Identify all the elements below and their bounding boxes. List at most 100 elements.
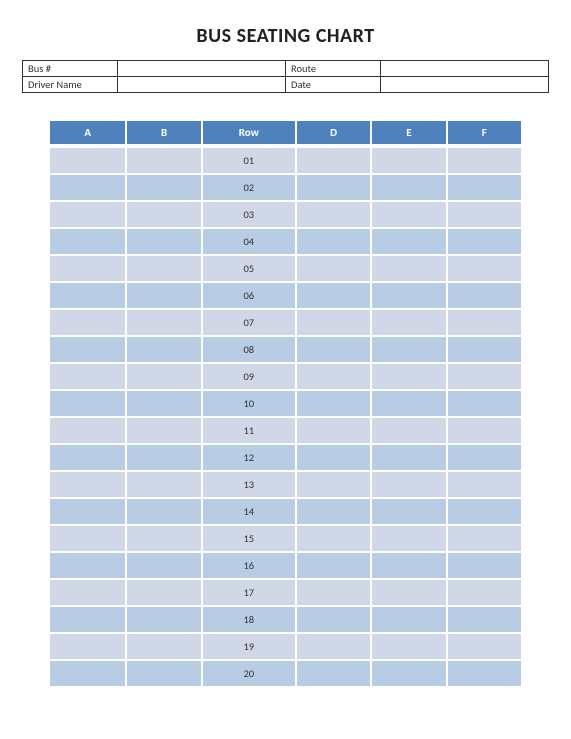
seat-cell-a[interactable] — [50, 470, 125, 497]
seat-cell-b[interactable] — [125, 200, 200, 227]
bus-number-value[interactable] — [117, 61, 285, 77]
seat-cell-f[interactable] — [446, 632, 521, 659]
seat-cell-a[interactable] — [50, 497, 125, 524]
seat-cell-d[interactable] — [295, 470, 370, 497]
seat-cell-a[interactable] — [50, 227, 125, 254]
seat-cell-f[interactable] — [446, 389, 521, 416]
seat-cell-f[interactable] — [446, 578, 521, 605]
seat-cell-d[interactable] — [295, 254, 370, 281]
seat-cell-d[interactable] — [295, 173, 370, 200]
seat-cell-e[interactable] — [370, 497, 445, 524]
seat-cell-a[interactable] — [50, 254, 125, 281]
seat-cell-f[interactable] — [446, 443, 521, 470]
seat-cell-e[interactable] — [370, 443, 445, 470]
seat-cell-e[interactable] — [370, 335, 445, 362]
seat-cell-b[interactable] — [125, 146, 200, 173]
seat-cell-e[interactable] — [370, 551, 445, 578]
seat-cell-a[interactable] — [50, 416, 125, 443]
seat-cell-b[interactable] — [125, 524, 200, 551]
seat-cell-d[interactable] — [295, 200, 370, 227]
seat-cell-b[interactable] — [125, 227, 200, 254]
seat-cell-d[interactable] — [295, 632, 370, 659]
seat-cell-b[interactable] — [125, 173, 200, 200]
seat-cell-f[interactable] — [446, 659, 521, 686]
seat-cell-e[interactable] — [370, 281, 445, 308]
seat-cell-a[interactable] — [50, 173, 125, 200]
seat-cell-b[interactable] — [125, 659, 200, 686]
seat-cell-e[interactable] — [370, 416, 445, 443]
seat-cell-a[interactable] — [50, 335, 125, 362]
seat-cell-f[interactable] — [446, 551, 521, 578]
seat-cell-f[interactable] — [446, 470, 521, 497]
seat-cell-d[interactable] — [295, 551, 370, 578]
seat-cell-e[interactable] — [370, 389, 445, 416]
seat-cell-a[interactable] — [50, 524, 125, 551]
driver-name-value[interactable] — [117, 77, 285, 93]
seat-cell-d[interactable] — [295, 281, 370, 308]
seat-cell-e[interactable] — [370, 227, 445, 254]
seat-cell-a[interactable] — [50, 659, 125, 686]
seat-cell-a[interactable] — [50, 632, 125, 659]
seat-cell-f[interactable] — [446, 335, 521, 362]
seat-cell-d[interactable] — [295, 389, 370, 416]
seat-cell-a[interactable] — [50, 281, 125, 308]
seat-cell-a[interactable] — [50, 578, 125, 605]
seat-cell-f[interactable] — [446, 524, 521, 551]
seat-cell-e[interactable] — [370, 200, 445, 227]
seat-cell-a[interactable] — [50, 443, 125, 470]
seat-cell-f[interactable] — [446, 254, 521, 281]
seat-cell-e[interactable] — [370, 632, 445, 659]
route-value[interactable] — [380, 61, 548, 77]
seat-cell-b[interactable] — [125, 362, 200, 389]
seat-cell-e[interactable] — [370, 578, 445, 605]
seat-cell-d[interactable] — [295, 146, 370, 173]
seat-cell-d[interactable] — [295, 227, 370, 254]
seat-cell-b[interactable] — [125, 632, 200, 659]
seat-cell-f[interactable] — [446, 497, 521, 524]
seat-cell-e[interactable] — [370, 524, 445, 551]
seat-cell-a[interactable] — [50, 308, 125, 335]
seat-cell-d[interactable] — [295, 362, 370, 389]
seat-cell-f[interactable] — [446, 308, 521, 335]
seat-cell-e[interactable] — [370, 470, 445, 497]
seat-cell-f[interactable] — [446, 281, 521, 308]
seat-cell-e[interactable] — [370, 254, 445, 281]
seat-cell-b[interactable] — [125, 578, 200, 605]
seat-cell-d[interactable] — [295, 605, 370, 632]
seat-cell-a[interactable] — [50, 389, 125, 416]
date-value[interactable] — [380, 77, 548, 93]
seat-cell-d[interactable] — [295, 443, 370, 470]
seat-cell-a[interactable] — [50, 551, 125, 578]
seat-cell-e[interactable] — [370, 308, 445, 335]
seat-cell-e[interactable] — [370, 659, 445, 686]
seat-cell-f[interactable] — [446, 605, 521, 632]
seat-cell-d[interactable] — [295, 335, 370, 362]
seat-cell-b[interactable] — [125, 281, 200, 308]
seat-cell-b[interactable] — [125, 416, 200, 443]
seat-cell-f[interactable] — [446, 416, 521, 443]
seat-cell-b[interactable] — [125, 551, 200, 578]
seat-cell-f[interactable] — [446, 227, 521, 254]
seat-cell-a[interactable] — [50, 605, 125, 632]
seat-cell-e[interactable] — [370, 146, 445, 173]
seat-cell-b[interactable] — [125, 470, 200, 497]
seat-cell-f[interactable] — [446, 362, 521, 389]
seat-cell-d[interactable] — [295, 578, 370, 605]
seat-cell-a[interactable] — [50, 146, 125, 173]
seat-cell-b[interactable] — [125, 308, 200, 335]
seat-cell-a[interactable] — [50, 362, 125, 389]
seat-cell-b[interactable] — [125, 605, 200, 632]
seat-cell-d[interactable] — [295, 524, 370, 551]
seat-cell-f[interactable] — [446, 200, 521, 227]
seat-cell-d[interactable] — [295, 659, 370, 686]
seat-cell-b[interactable] — [125, 389, 200, 416]
seat-cell-b[interactable] — [125, 443, 200, 470]
seat-cell-e[interactable] — [370, 173, 445, 200]
seat-cell-b[interactable] — [125, 497, 200, 524]
seat-cell-e[interactable] — [370, 605, 445, 632]
seat-cell-f[interactable] — [446, 146, 521, 173]
seat-cell-e[interactable] — [370, 362, 445, 389]
seat-cell-a[interactable] — [50, 200, 125, 227]
seat-cell-d[interactable] — [295, 497, 370, 524]
seat-cell-b[interactable] — [125, 335, 200, 362]
